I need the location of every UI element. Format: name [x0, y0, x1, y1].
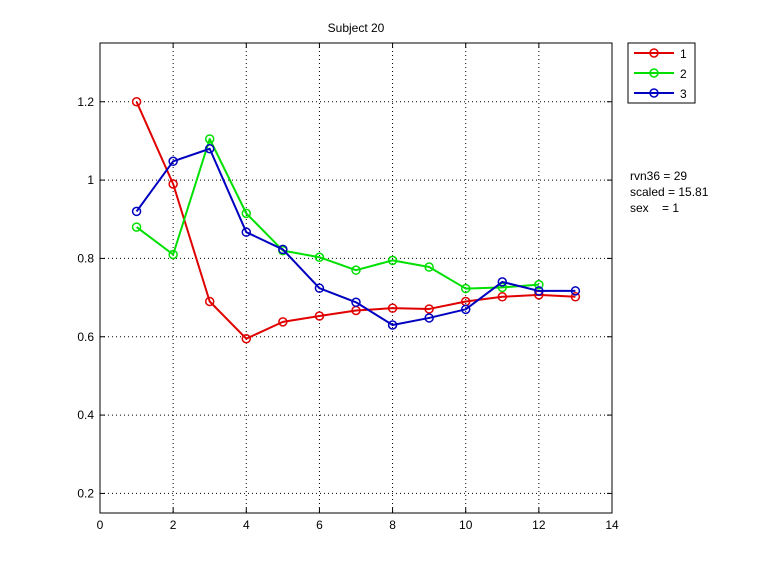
series-2 [131, 134, 544, 294]
data-point [460, 304, 471, 315]
legend-item-2: 2 [634, 67, 687, 81]
series-1 [131, 97, 581, 344]
chart-title: Subject 20 [328, 21, 385, 35]
data-point [314, 252, 325, 262]
data-point [497, 282, 508, 293]
data-point [534, 286, 544, 296]
data-point [387, 303, 398, 313]
data-point [241, 208, 252, 219]
series-line-1 [135, 101, 576, 340]
y-tick-label: 1.2 [77, 95, 94, 109]
legend-swatch-marker [649, 68, 659, 78]
y-tick-label: 0.8 [77, 251, 94, 265]
annotation-sex: sex = 1 [630, 201, 679, 215]
legend-label: 3 [680, 87, 687, 101]
grid [100, 43, 612, 513]
data-point [131, 206, 142, 217]
data-point [424, 304, 434, 314]
data-point [241, 227, 252, 237]
data-point [351, 297, 361, 308]
data-point [534, 279, 544, 290]
data-point [497, 277, 508, 287]
x-tick-label: 0 [97, 518, 104, 532]
x-tick-label: 6 [316, 518, 323, 532]
data-point [570, 292, 581, 302]
data-point [460, 283, 471, 294]
data-point [387, 320, 398, 330]
x-tick-label: 4 [243, 518, 250, 532]
data-point [424, 262, 434, 272]
legend: 1 2 3 [627, 42, 696, 104]
legend-swatch-marker [649, 48, 659, 58]
data-point [314, 311, 325, 321]
x-tick-label: 14 [605, 518, 619, 532]
x-tick-label: 10 [459, 518, 473, 532]
y-tick-label: 0.2 [77, 486, 94, 500]
data-point [278, 244, 288, 255]
data-point [278, 317, 288, 327]
legend-label: 2 [680, 67, 687, 81]
y-tick-label: 1 [87, 173, 94, 187]
data-point [424, 313, 434, 323]
x-tick-labels: 0 2 4 6 8 10 12 14 [97, 518, 619, 532]
annotation-block: rvn36 = 29 scaled = 15.81 sex = 1 [630, 169, 709, 215]
y-tick-label: 0.6 [77, 330, 94, 344]
x-tick-label: 2 [170, 518, 177, 532]
annotation-scaled: scaled = 15.81 [630, 185, 709, 199]
plot-frame [99, 42, 613, 514]
legend-item-3: 3 [634, 87, 687, 101]
series-line-3 [135, 147, 576, 326]
annotation-rvn36: rvn36 = 29 [630, 169, 687, 183]
data-point [168, 156, 178, 167]
data-point [204, 134, 215, 144]
legend-swatch-marker [649, 88, 659, 98]
legend-label: 1 [680, 47, 687, 61]
data-point [204, 296, 215, 307]
data-point [241, 333, 252, 344]
data-point [570, 286, 581, 296]
x-tick-label: 12 [532, 518, 546, 532]
data-point [168, 249, 178, 260]
y-tick-labels: 0.2 0.4 0.6 0.8 1 1.2 [77, 95, 94, 501]
data-point [168, 179, 178, 189]
data-point [131, 97, 142, 107]
series-3 [131, 144, 581, 330]
data-point [204, 144, 215, 154]
legend-item-1: 1 [634, 47, 687, 61]
series-line-2 [135, 137, 539, 290]
data-point [351, 265, 361, 275]
data-point [387, 255, 398, 266]
series-group [131, 97, 581, 344]
y-tick-label: 0.4 [77, 408, 94, 422]
data-point [314, 283, 325, 293]
plot-area [100, 43, 612, 513]
data-point [131, 222, 142, 232]
data-point [497, 292, 508, 302]
x-tick-label: 8 [389, 518, 396, 532]
